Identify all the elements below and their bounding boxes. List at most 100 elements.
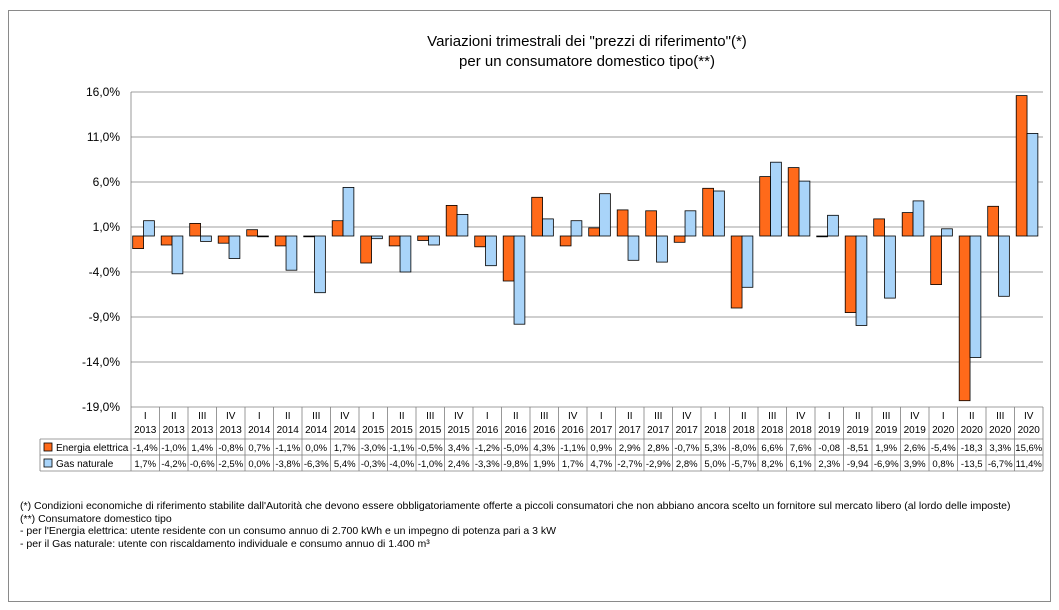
bar-gas	[542, 218, 554, 237]
data-label-energia: -0,5%	[418, 443, 443, 454]
data-label-energia: -1,1%	[560, 443, 585, 454]
bar-gas	[485, 235, 497, 267]
data-label-gas: 2,4%	[448, 459, 470, 470]
data-label-energia: 4,3%	[533, 443, 555, 454]
data-label-gas: -6,3%	[304, 459, 329, 470]
y-tick-label: 16,0%	[86, 85, 120, 99]
x-tick-quarter: IV	[682, 411, 692, 422]
y-tick-label: -9,0%	[89, 310, 121, 324]
x-tick-quarter: III	[198, 411, 206, 422]
data-label-energia: -1,4%	[133, 443, 158, 454]
x-tick-year: 2015	[419, 425, 442, 436]
x-tick-year: 2018	[704, 425, 727, 436]
x-tick-year: 2017	[619, 425, 642, 436]
y-tick-label: 11,0%	[87, 130, 120, 144]
bar-energia	[132, 235, 144, 249]
data-label-gas: 1,9%	[533, 459, 555, 470]
y-tick-label: 6,0%	[93, 175, 121, 189]
data-label-gas: -4,0%	[389, 459, 414, 470]
bar-gas	[456, 213, 469, 237]
x-tick-quarter: IV	[1024, 411, 1034, 422]
x-tick-quarter: II	[627, 411, 633, 422]
x-tick-quarter: I	[714, 411, 717, 422]
bar-energia	[445, 204, 458, 237]
x-tick-quarter: III	[426, 411, 434, 422]
x-tick-year: 2013	[220, 425, 243, 436]
data-label-energia: -0,7%	[674, 443, 699, 454]
x-tick-year: 2013	[191, 425, 214, 436]
x-tick-year: 2013	[163, 425, 186, 436]
bar-energia	[844, 235, 857, 313]
x-tick-year: 2016	[562, 425, 585, 436]
bar-gas	[884, 235, 896, 299]
bar-gas	[656, 235, 668, 263]
bar-energia	[759, 176, 771, 237]
x-tick-quarter: IV	[910, 411, 920, 422]
x-tick-year: 2015	[362, 425, 385, 436]
data-label-gas: -13,5	[961, 459, 983, 470]
bar-energia	[702, 187, 714, 237]
data-label-energia: 5,3%	[704, 443, 726, 454]
x-tick-year: 2019	[875, 425, 898, 436]
x-tick-quarter: I	[372, 411, 375, 422]
x-tick-quarter: IV	[340, 411, 350, 422]
legend-label-energia: Energia elettrica	[56, 443, 129, 454]
data-label-gas: -2,9%	[646, 459, 671, 470]
bar-energia	[987, 205, 999, 237]
data-label-energia: 2,9%	[619, 443, 641, 454]
x-tick-quarter: II	[285, 411, 291, 422]
x-tick-quarter: II	[855, 411, 861, 422]
data-label-gas: 2,8%	[676, 459, 698, 470]
bar-gas	[371, 235, 383, 240]
x-tick-quarter: IV	[454, 411, 464, 422]
data-label-gas: 0,0%	[248, 459, 270, 470]
data-label-gas: 4,7%	[590, 459, 612, 470]
bar-energia	[217, 235, 230, 244]
data-label-gas: 5,0%	[704, 459, 726, 470]
x-tick-quarter: III	[312, 411, 320, 422]
x-tick-year: 2017	[590, 425, 613, 436]
x-tick-year: 2013	[134, 425, 157, 436]
x-tick-year: 2017	[676, 425, 699, 436]
x-tick-quarter: III	[882, 411, 890, 422]
data-label-gas: -3,8%	[275, 459, 300, 470]
data-label-energia: 0,0%	[305, 443, 327, 454]
data-label-energia: 1,9%	[875, 443, 897, 454]
x-tick-year: 2014	[305, 425, 328, 436]
chart-frame	[8, 10, 1051, 602]
bar-energia	[160, 235, 173, 246]
x-tick-quarter: II	[513, 411, 519, 422]
data-label-energia: -0,8%	[218, 443, 243, 454]
x-tick-year: 2020	[989, 425, 1012, 436]
bar-energia	[873, 218, 885, 237]
bar-energia	[388, 235, 401, 247]
data-label-gas: -3,3%	[475, 459, 500, 470]
bar-gas	[941, 228, 953, 237]
x-tick-quarter: IV	[226, 411, 236, 422]
data-label-energia: 0,9%	[590, 443, 612, 454]
bar-gas	[570, 220, 583, 237]
x-tick-quarter: I	[942, 411, 945, 422]
y-tick-label: 1,0%	[93, 220, 121, 234]
bar-gas	[200, 235, 212, 242]
footnotes: (*) Condizioni economiche di riferimento…	[20, 500, 1030, 550]
bar-energia	[673, 235, 686, 243]
bar-gas	[171, 235, 184, 275]
bar-energia	[474, 235, 486, 248]
data-label-energia: -3,0%	[361, 443, 386, 454]
x-tick-year: 2019	[818, 425, 841, 436]
bar-energia	[645, 210, 657, 237]
x-tick-quarter: IV	[568, 411, 578, 422]
bar-gas	[342, 186, 355, 237]
data-label-gas: 8,2%	[761, 459, 783, 470]
x-tick-year: 2015	[391, 425, 414, 436]
x-tick-year: 2017	[647, 425, 670, 436]
data-label-energia: 15,6%	[1015, 443, 1042, 454]
x-tick-year: 2018	[761, 425, 784, 436]
bar-energia	[559, 235, 572, 247]
bar-gas	[741, 235, 754, 288]
data-label-energia: -1,1%	[275, 443, 300, 454]
data-label-energia: 6,6%	[761, 443, 783, 454]
data-label-gas: -0,6%	[190, 459, 215, 470]
data-label-energia: 2,6%	[904, 443, 926, 454]
